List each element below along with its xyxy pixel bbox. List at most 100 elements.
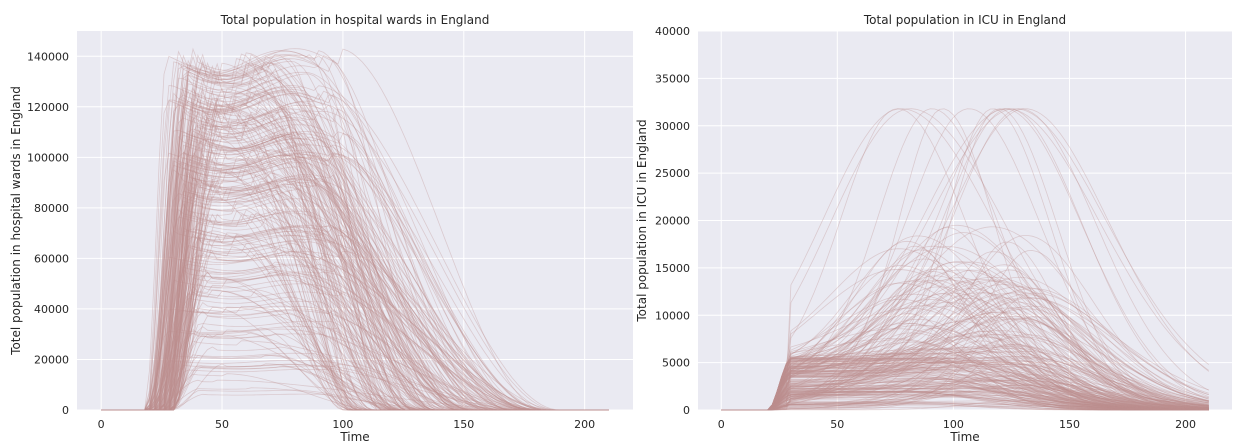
- series-line: [101, 88, 609, 411]
- series-line: [101, 270, 609, 411]
- y-tick-label: 5000: [662, 357, 690, 370]
- y-tick-label: 20000: [34, 353, 69, 366]
- series-line: [101, 90, 609, 411]
- series-line: [721, 383, 1209, 411]
- series-line: [721, 351, 1209, 411]
- series-line: [721, 387, 1209, 411]
- series-line: [721, 362, 1209, 411]
- series-line: [101, 61, 609, 411]
- series-line: [101, 144, 609, 411]
- series-line: [721, 245, 1209, 411]
- series-line: [101, 393, 609, 411]
- series-line: [721, 335, 1209, 411]
- series-line: [721, 390, 1209, 411]
- series-line: [101, 166, 609, 411]
- series-line: [101, 289, 609, 411]
- series-line: [101, 116, 609, 411]
- series-line: [721, 294, 1209, 411]
- series-line: [101, 144, 609, 411]
- series-line: [721, 385, 1209, 411]
- series-line: [101, 88, 609, 411]
- series-line: [721, 232, 1209, 411]
- series-line: [721, 400, 1209, 411]
- series-line: [101, 120, 609, 411]
- series-line: [101, 180, 609, 411]
- series-line: [721, 245, 1209, 411]
- series-line: [721, 360, 1209, 411]
- series-line: [721, 388, 1209, 411]
- series-line: [721, 391, 1209, 411]
- y-tick-label: 40000: [655, 25, 690, 38]
- series-line: [101, 379, 609, 411]
- series-line: [101, 328, 609, 411]
- series-line: [721, 301, 1209, 411]
- series-line: [721, 261, 1209, 411]
- series-line: [101, 329, 609, 411]
- series-line: [101, 123, 609, 411]
- series-line: [101, 154, 609, 411]
- series-line: [101, 268, 609, 411]
- series-line: [721, 287, 1209, 411]
- series-line: [721, 108, 1210, 411]
- series-line: [101, 165, 609, 411]
- series-line: [101, 157, 609, 411]
- series-line: [721, 384, 1209, 411]
- series-line: [721, 269, 1209, 411]
- series-line: [101, 291, 609, 411]
- series-line: [721, 357, 1209, 411]
- y-tick-label: 140000: [27, 50, 69, 63]
- series-line: [721, 305, 1209, 411]
- series-line: [101, 68, 609, 411]
- x-tick-label: 100: [943, 418, 964, 431]
- series-line: [101, 188, 609, 411]
- series-line: [721, 322, 1209, 411]
- series-line: [721, 391, 1209, 411]
- series-line: [101, 153, 609, 411]
- series-line: [721, 391, 1209, 411]
- series-line: [721, 297, 1209, 411]
- y-tick-labels: 0 5000 10000 15000 20000 25000 30000 35000 40000: [655, 25, 690, 417]
- series-line: [721, 333, 1209, 411]
- series-line: [721, 108, 1209, 411]
- series-line: [101, 162, 609, 411]
- series-line: [721, 352, 1209, 411]
- series-line: [721, 359, 1209, 411]
- series-line: [101, 90, 609, 411]
- series-line: [101, 171, 609, 411]
- series-line: [721, 296, 1209, 411]
- series-line: [101, 226, 609, 411]
- series-line: [101, 246, 609, 411]
- series-line: [101, 151, 609, 411]
- series-line: [721, 286, 1209, 411]
- series-line: [721, 261, 1209, 411]
- series-line: [721, 382, 1209, 411]
- series-line: [101, 55, 609, 411]
- series-line: [101, 196, 609, 411]
- series-line: [721, 380, 1209, 411]
- series-line: [721, 264, 1209, 411]
- series-line: [101, 133, 609, 411]
- x-axis-label: Time: [949, 430, 979, 442]
- x-tick-label: 100: [332, 418, 353, 431]
- x-tick-label: 0: [98, 418, 105, 431]
- series-line: [101, 333, 609, 411]
- series-line: [101, 239, 609, 411]
- series-line: [101, 196, 609, 411]
- series-line: [101, 254, 609, 411]
- series-line: [101, 49, 609, 411]
- series-line: [721, 390, 1209, 411]
- series-line: [101, 94, 609, 411]
- series-line: [721, 377, 1209, 411]
- series-line: [101, 184, 609, 411]
- series-line: [101, 64, 609, 411]
- series-line: [101, 283, 609, 411]
- series-line: [721, 108, 1209, 411]
- series-line: [101, 58, 609, 411]
- series-line: [101, 116, 609, 411]
- x-tick-label: 150: [453, 418, 474, 431]
- series-line: [721, 227, 1209, 411]
- series-line: [101, 250, 609, 411]
- series-line: [101, 92, 609, 411]
- series-line: [721, 321, 1209, 411]
- series-line: [101, 133, 609, 411]
